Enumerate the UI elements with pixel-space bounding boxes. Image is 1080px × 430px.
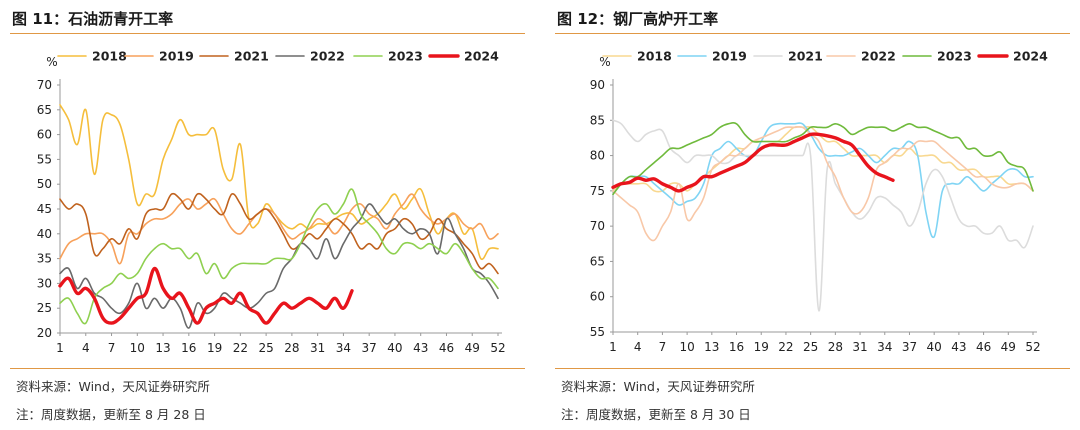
x-tick-label: 37 xyxy=(362,341,377,355)
x-tick-label: 10 xyxy=(130,341,145,355)
y-tick-label: 60 xyxy=(37,128,52,142)
y-tick-label: 70 xyxy=(590,219,605,233)
y-tick-label: 55 xyxy=(590,325,605,339)
series-line-2021 xyxy=(59,192,499,275)
footer-divider xyxy=(555,368,1070,369)
y-tick-label: 65 xyxy=(37,103,52,117)
asphalt-panel: 图 11：石油沥青开工率 20 25 30 35 40 45 50 55 60 65 70 1 4 7 10… xyxy=(10,0,530,430)
legend-label: 2023 xyxy=(388,49,423,64)
series-line-2024 xyxy=(611,132,895,193)
legend-label: 2022 xyxy=(310,49,345,64)
x-tick-label: 34 xyxy=(336,341,351,355)
series-line-2022 xyxy=(612,125,1034,242)
blast-furnace-line-chart: 55 60 65 70 75 80 85 90 1 4 7 10 13 16 19 22 25 28 31 34 37 4… xyxy=(590,49,1048,355)
source-text: 资料来源：Wind，天风证券研究所 xyxy=(561,379,755,394)
y-tick-label: 40 xyxy=(37,227,52,241)
x-tick-label: 7 xyxy=(659,340,667,354)
title-divider xyxy=(10,33,525,34)
y-tick-label: 75 xyxy=(590,184,605,198)
footer-divider xyxy=(10,368,525,369)
x-tick-label: 46 xyxy=(976,340,991,354)
x-tick-label: 10 xyxy=(679,340,694,354)
legend-label: 2018 xyxy=(92,49,127,64)
x-tick-label: 49 xyxy=(465,341,480,355)
x-tick-label: 13 xyxy=(155,341,170,355)
x-tick-label: 22 xyxy=(778,340,793,354)
x-tick-label: 40 xyxy=(387,341,402,355)
x-tick-label: 4 xyxy=(634,340,642,354)
x-tick-label: 25 xyxy=(258,341,273,355)
y-tick-label: 35 xyxy=(37,252,52,266)
legend-label: 2019 xyxy=(712,49,747,64)
x-tick-label: 28 xyxy=(284,341,299,355)
x-tick-label: 25 xyxy=(803,340,818,354)
y-tick-label: 70 xyxy=(37,78,52,92)
asphalt-line-chart: 20 25 30 35 40 45 50 55 60 65 70 1 4 7 10 13 16 19 22 25 28 3… xyxy=(37,49,506,356)
y-tick-label: 25 xyxy=(37,301,52,315)
x-tick-label: 52 xyxy=(490,341,505,355)
y-tick-label: 90 xyxy=(590,78,605,92)
title-divider xyxy=(555,33,1070,34)
blast-furnace-panel: 图 12：钢厂高炉开工率 55 60 65 70 75 80 85 90 1 4 7 10 13 16 19… xyxy=(555,0,1075,430)
y-unit-label: % xyxy=(599,55,610,69)
y-tick-label: 20 xyxy=(37,326,52,340)
legend-label: 2021 xyxy=(788,49,823,64)
x-tick-label: 1 xyxy=(56,341,64,355)
x-tick-label: 40 xyxy=(927,340,942,354)
x-tick-label: 43 xyxy=(413,341,428,355)
chart-title: 图 12：钢厂高炉开工率 xyxy=(557,10,719,28)
x-tick-label: 19 xyxy=(207,341,222,355)
x-tick-label: 1 xyxy=(609,340,617,354)
legend-label: 2024 xyxy=(464,49,499,64)
series-line-2023 xyxy=(59,188,499,325)
legend-label: 2021 xyxy=(234,49,269,64)
y-tick-label: 30 xyxy=(37,276,52,290)
series-line-2023 xyxy=(612,122,1034,196)
x-tick-label: 31 xyxy=(852,340,867,354)
legend-label: 2019 xyxy=(159,49,194,64)
y-tick-label: 65 xyxy=(590,254,605,268)
y-tick-label: 45 xyxy=(37,202,52,216)
series-line-2019 xyxy=(612,122,1034,239)
y-tick-label: 80 xyxy=(590,149,605,163)
series-line-2021 xyxy=(612,119,1034,312)
note-text: 注：周度数据，更新至 8 月 30 日 xyxy=(561,407,751,422)
y-tick-label: 50 xyxy=(37,177,52,191)
x-tick-label: 52 xyxy=(1025,340,1040,354)
x-tick-label: 19 xyxy=(754,340,769,354)
legend-label: 2024 xyxy=(1013,49,1048,64)
x-tick-label: 37 xyxy=(902,340,917,354)
legend-label: 2023 xyxy=(937,49,972,64)
y-unit-label: % xyxy=(46,55,57,69)
asphalt-chart: 20 25 30 35 40 45 50 55 60 65 70 1 4 7 10 13 16 19 22 25 28 3… xyxy=(10,36,530,361)
y-tick-label: 60 xyxy=(590,290,605,304)
chart-title: 图 11：石油沥青开工率 xyxy=(12,10,174,28)
x-tick-label: 16 xyxy=(729,340,744,354)
x-tick-label: 22 xyxy=(233,341,248,355)
series-line-2022 xyxy=(59,203,499,329)
series-line-2024 xyxy=(58,266,354,325)
y-tick-label: 85 xyxy=(590,113,605,127)
x-tick-label: 28 xyxy=(828,340,843,354)
series-line-2018 xyxy=(59,104,499,261)
series-line-2019 xyxy=(59,193,499,265)
x-tick-label: 31 xyxy=(310,341,325,355)
x-tick-label: 4 xyxy=(82,341,90,355)
x-tick-label: 13 xyxy=(704,340,719,354)
x-tick-label: 43 xyxy=(951,340,966,354)
x-tick-label: 34 xyxy=(877,340,892,354)
note-text: 注：周度数据，更新至 8 月 28 日 xyxy=(16,407,206,422)
source-text: 资料来源：Wind，天风证券研究所 xyxy=(16,379,210,394)
blast-furnace-chart: 55 60 65 70 75 80 85 90 1 4 7 10 13 16 19 22 25 28 31 34 37 4… xyxy=(555,36,1075,361)
x-tick-label: 49 xyxy=(1001,340,1016,354)
legend-label: 2018 xyxy=(637,49,672,64)
x-tick-label: 16 xyxy=(181,341,196,355)
y-tick-label: 55 xyxy=(37,152,52,166)
x-tick-label: 46 xyxy=(439,341,454,355)
legend-label: 2022 xyxy=(861,49,896,64)
x-tick-label: 7 xyxy=(108,341,116,355)
